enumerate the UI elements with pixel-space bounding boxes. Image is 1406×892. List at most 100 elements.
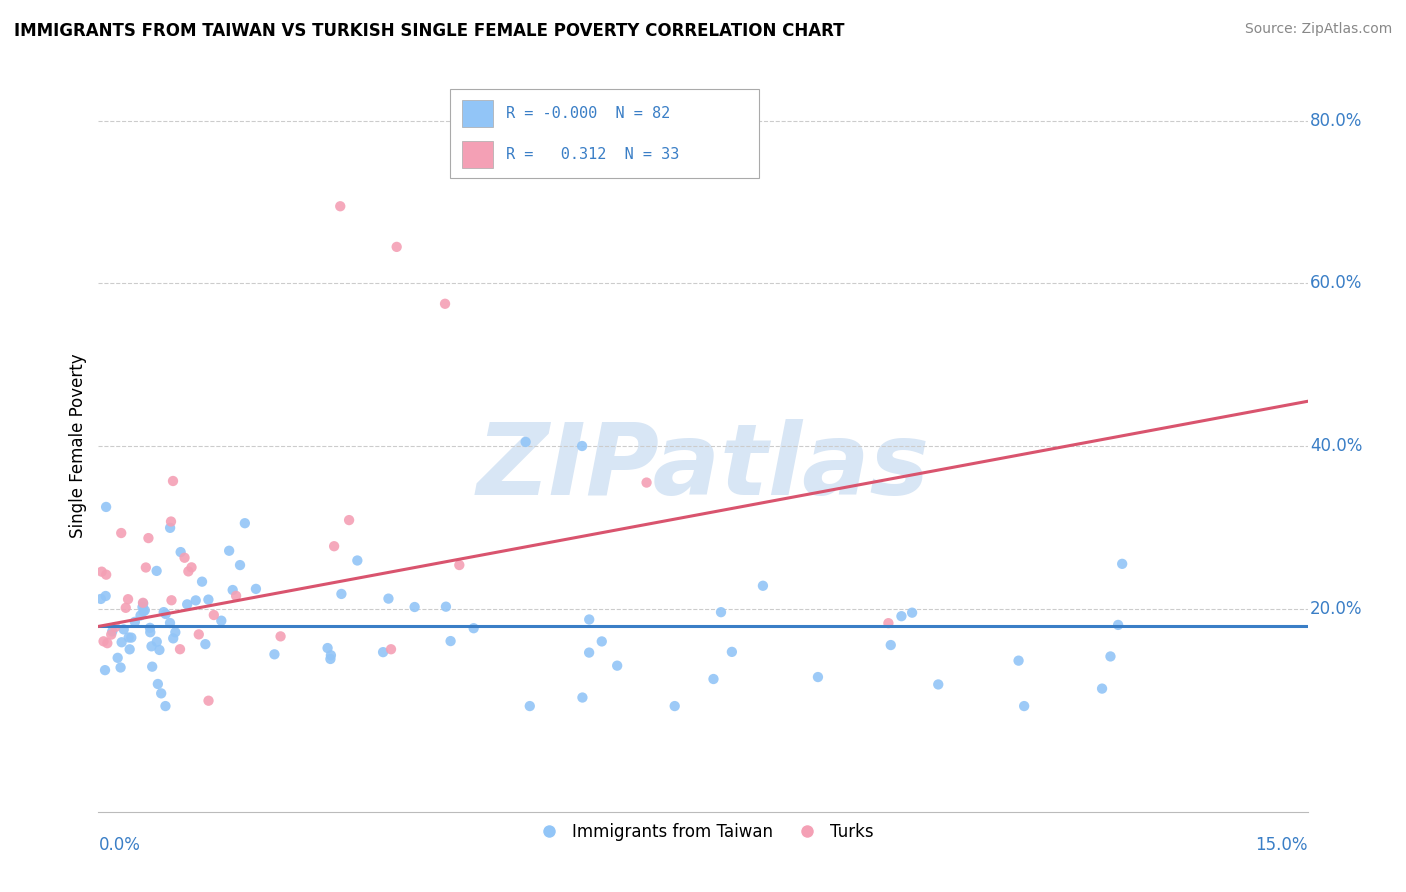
Point <box>664 699 686 714</box>
Text: IMMIGRANTS FROM TAIWAN VS TURKISH SINGLE FEMALE POVERTY CORRELATION CHART: IMMIGRANTS FROM TAIWAN VS TURKISH SINGLE… <box>14 22 845 40</box>
Point <box>110 660 132 674</box>
Text: R = -0.000  N = 82: R = -0.000 N = 82 <box>506 106 669 120</box>
Point <box>94 500 117 514</box>
Point <box>132 596 155 610</box>
Point <box>141 659 163 673</box>
Point <box>132 604 155 618</box>
Point <box>160 593 183 607</box>
Point <box>141 640 163 654</box>
Point <box>1099 649 1122 664</box>
Point <box>927 677 949 691</box>
Point <box>100 627 122 641</box>
Text: Source: ZipAtlas.com: Source: ZipAtlas.com <box>1244 22 1392 37</box>
Point <box>159 615 181 630</box>
Point <box>710 605 733 619</box>
Point <box>606 658 628 673</box>
Point <box>118 642 141 657</box>
Point <box>578 612 600 626</box>
Point <box>90 565 112 579</box>
Point <box>176 598 198 612</box>
Point <box>155 607 177 621</box>
Point <box>218 543 240 558</box>
Point <box>90 591 112 606</box>
Point <box>434 297 457 311</box>
Point <box>371 645 394 659</box>
Point <box>807 670 830 684</box>
Point <box>463 621 485 635</box>
Point <box>229 558 252 573</box>
Point <box>131 600 153 615</box>
Point <box>1091 681 1114 696</box>
Point <box>880 638 903 652</box>
Point <box>177 565 200 579</box>
Point <box>132 597 155 611</box>
Point <box>233 516 256 531</box>
Point <box>118 631 141 645</box>
Point <box>329 199 352 213</box>
Point <box>519 699 541 714</box>
Point <box>346 553 368 567</box>
Point <box>165 625 187 640</box>
Point <box>135 560 157 574</box>
Point <box>104 620 127 634</box>
Point <box>111 635 134 649</box>
Point <box>162 474 184 488</box>
Point <box>148 643 170 657</box>
Point <box>591 634 613 648</box>
Point <box>197 694 219 708</box>
Point <box>721 645 744 659</box>
Point <box>160 515 183 529</box>
Point <box>901 606 924 620</box>
Point <box>449 558 471 572</box>
Point <box>515 434 537 449</box>
Point <box>221 582 243 597</box>
Point <box>155 699 177 714</box>
Point <box>434 599 457 614</box>
Point <box>139 625 162 640</box>
Point <box>173 550 195 565</box>
Point <box>197 592 219 607</box>
Point <box>1012 699 1035 714</box>
Point <box>145 634 167 648</box>
Text: 15.0%: 15.0% <box>1256 836 1308 855</box>
Point <box>180 560 202 574</box>
Text: 0.0%: 0.0% <box>98 836 141 855</box>
Point <box>270 629 292 643</box>
Point <box>1007 654 1029 668</box>
Point <box>752 579 775 593</box>
Bar <box>463 100 494 127</box>
Text: 80.0%: 80.0% <box>1310 112 1362 130</box>
Text: 40.0%: 40.0% <box>1310 437 1362 455</box>
Point <box>316 641 339 656</box>
Point <box>112 623 135 637</box>
Bar <box>463 141 494 168</box>
Point <box>380 642 402 657</box>
Point <box>263 648 285 662</box>
Point <box>96 567 118 582</box>
Point <box>209 614 232 628</box>
Point <box>571 439 593 453</box>
Point <box>184 593 207 607</box>
Text: 60.0%: 60.0% <box>1310 275 1362 293</box>
Point <box>319 648 342 663</box>
Y-axis label: Single Female Poverty: Single Female Poverty <box>69 354 87 538</box>
Point <box>96 636 118 650</box>
Point <box>107 650 129 665</box>
Point <box>225 589 247 603</box>
Point <box>377 591 399 606</box>
Point <box>439 634 461 648</box>
Text: R =   0.312  N = 33: R = 0.312 N = 33 <box>506 147 679 161</box>
Point <box>330 587 353 601</box>
Point <box>187 627 209 641</box>
Point <box>191 574 214 589</box>
Point <box>139 621 162 635</box>
Point <box>323 539 346 553</box>
Point <box>101 624 124 639</box>
Point <box>120 631 142 645</box>
Point <box>138 531 160 545</box>
Point <box>93 634 115 648</box>
Point <box>578 646 600 660</box>
Point <box>337 513 360 527</box>
Point <box>319 652 342 666</box>
Point <box>150 686 173 700</box>
